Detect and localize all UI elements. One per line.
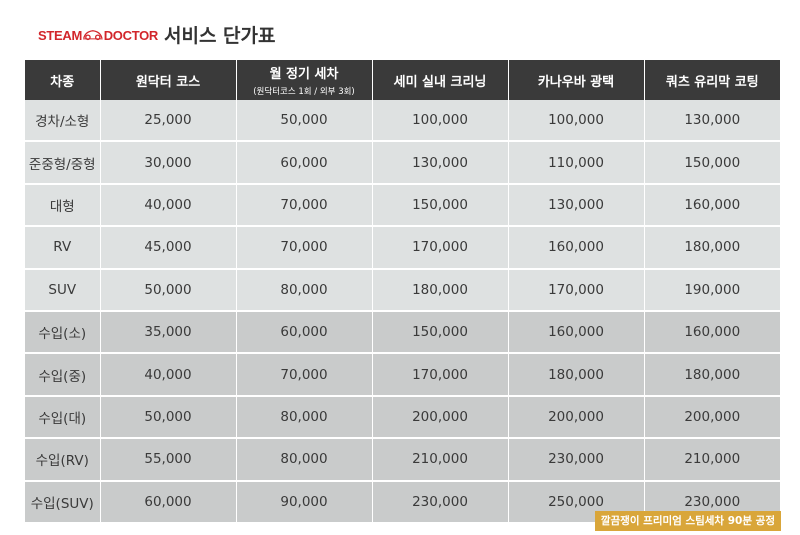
vehicle-type-cell: 준중형/중형 [25,141,101,185]
logo-text-left: STEAM [38,27,83,43]
column-header-vehicle-type: 차종 [25,60,101,100]
price-cell: 150,000 [372,183,509,228]
column-header-carnauba-polish: 카나우바 광택 [508,60,645,100]
price-cell: 170,000 [372,226,509,270]
vehicle-type-cell: 대형 [25,183,101,228]
price-cell: 200,000 [372,395,509,440]
vehicle-type-cell: 수입(소) [25,310,101,355]
price-cell: 210,000 [644,438,780,482]
price-cell: 150,000 [372,310,509,355]
price-cell: 150,000 [644,141,780,185]
price-cell: 70,000 [236,183,373,228]
price-cell: 160,000 [508,310,645,355]
price-cell: 160,000 [644,183,780,228]
column-header-one-doctor-course: 원닥터 코스 [100,60,237,100]
price-cell: 50,000 [100,395,237,440]
table-header-row: 차종 원닥터 코스 월 정기 세차 (원닥터코스 1회 / 외부 3회) 세미 … [25,60,780,100]
column-header-interior-cleaning: 세미 실내 크리닝 [372,60,509,100]
price-cell: 230,000 [372,480,509,524]
price-table: 차종 원닥터 코스 월 정기 세차 (원닥터코스 1회 / 외부 3회) 세미 … [25,60,780,524]
price-cell: 180,000 [644,353,780,397]
price-cell: 80,000 [236,268,373,312]
price-cell: 35,000 [100,310,237,355]
table-row: 경차/소형 25,000 50,000 100,000 100,000 130,000 [25,100,780,143]
column-header-monthly-wash: 월 정기 세차 (원닥터코스 1회 / 외부 3회) [236,60,373,100]
price-cell: 80,000 [236,438,373,482]
page-title: 서비스 단가표 [164,25,276,47]
price-cell: 130,000 [372,141,509,185]
price-cell: 60,000 [100,480,237,524]
logo-text-right: DOCTOR [103,27,159,43]
vehicle-type-cell: 경차/소형 [25,100,101,143]
price-cell: 170,000 [508,268,645,312]
price-cell: 130,000 [508,183,645,228]
price-cell: 40,000 [100,183,237,228]
price-cell: 100,000 [372,100,509,143]
steam-doctor-logo: STEAM DOCTOR [38,21,158,47]
table-row: 수입(대) 50,000 80,000 200,000 200,000 200,000 [25,395,780,440]
table-row: 수입(RV) 55,000 80,000 210,000 230,000 210,000 [25,438,780,482]
price-cell: 30,000 [100,141,237,185]
price-table-body: 경차/소형 25,000 50,000 100,000 100,000 130,000 준중… [25,100,780,524]
table-row: 준중형/중형 30,000 60,000 130,000 110,000 150,000 [25,141,780,185]
price-cell: 200,000 [508,395,645,440]
price-cell: 70,000 [236,226,373,270]
price-cell: 100,000 [508,100,645,143]
price-cell: 200,000 [644,395,780,440]
price-cell: 170,000 [372,353,509,397]
vehicle-type-cell: SUV [25,268,101,312]
price-cell: 130,000 [644,100,780,143]
monthly-wash-note: (원닥터코스 1회 / 외부 3회) [253,87,355,97]
table-row: RV 45,000 70,000 170,000 160,000 180,000 [25,226,780,270]
vehicle-type-cell: 수입(대) [25,395,101,440]
price-cell: 210,000 [372,438,509,482]
price-cell: 70,000 [236,353,373,397]
table-row: 수입(SUV) 60,000 90,000 230,000 250,000 230,000 [25,480,780,524]
table-row: 대형 40,000 70,000 150,000 130,000 160,000 [25,183,780,228]
vehicle-type-cell: 수입(중) [25,353,101,397]
footnote-badge: 깔끔쟁이 프리미엄 스팀세차 90분 공정 [594,511,781,531]
price-cell: 50,000 [236,100,373,143]
vehicle-type-cell: 수입(SUV) [25,480,101,524]
price-cell: 60,000 [236,310,373,355]
monthly-wash-label: 월 정기 세차 [269,67,339,82]
price-cell: 50,000 [100,268,237,312]
price-cell: 45,000 [100,226,237,270]
price-cell: 55,000 [100,438,237,482]
price-cell: 230,000 [508,438,645,482]
table-row: 수입(중) 40,000 70,000 170,000 180,000 180,000 [25,353,780,397]
price-cell: 180,000 [508,353,645,397]
price-cell: 110,000 [508,141,645,185]
table-row: 수입(소) 35,000 60,000 150,000 160,000 160,000 [25,310,780,355]
price-cell: 60,000 [236,141,373,185]
table-row: SUV 50,000 80,000 180,000 170,000 190,000 [25,268,780,312]
column-header-quartz-coating: 쿼츠 유리막 코팅 [644,60,780,100]
price-cell: 190,000 [644,268,780,312]
car-logo-icon [83,30,103,41]
price-cell: 80,000 [236,395,373,440]
price-cell: 180,000 [644,226,780,270]
vehicle-type-cell: RV [25,226,101,270]
price-cell: 40,000 [100,353,237,397]
price-cell: 160,000 [508,226,645,270]
vehicle-type-cell: 수입(RV) [25,438,101,482]
price-cell: 180,000 [372,268,509,312]
price-cell: 90,000 [236,480,373,524]
price-cell: 25,000 [100,100,237,143]
price-cell: 160,000 [644,310,780,355]
